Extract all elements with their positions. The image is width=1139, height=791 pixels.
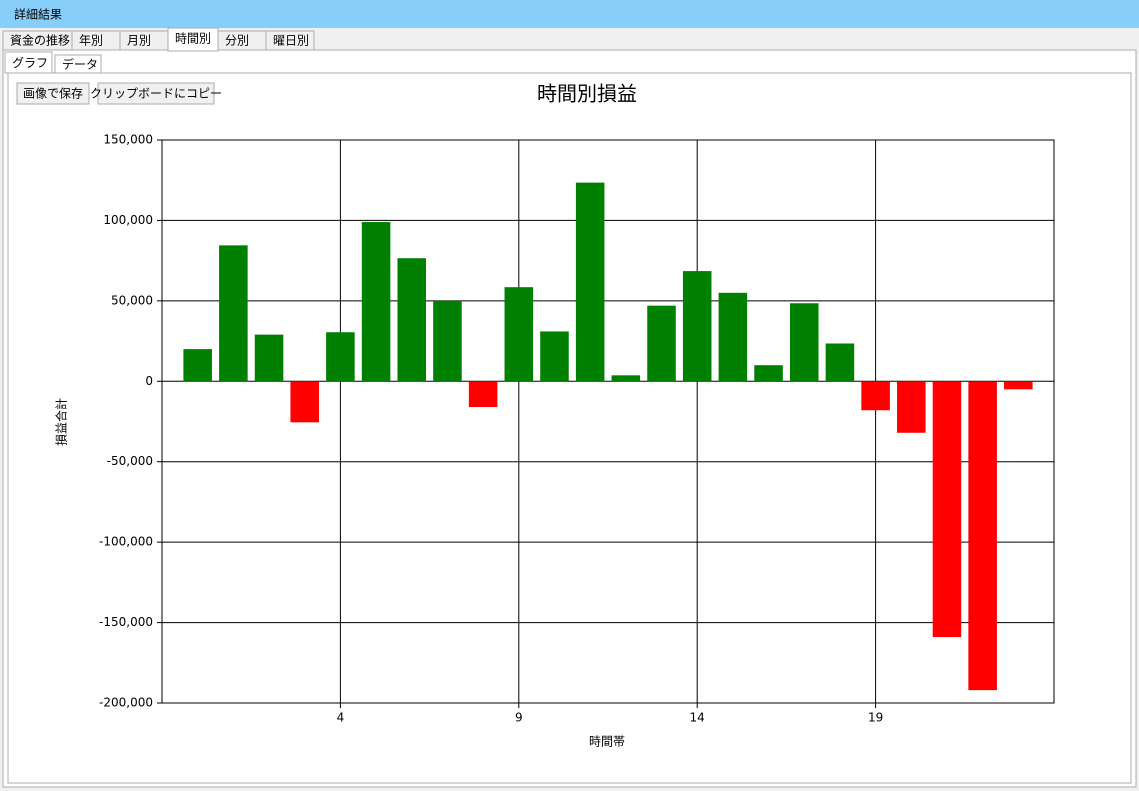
bar (789, 303, 819, 382)
tab-label[interactable]: 資金の推移 (10, 33, 70, 48)
bar (540, 331, 569, 382)
bar (932, 381, 962, 638)
bar (183, 349, 212, 382)
bar (825, 343, 855, 382)
tab-label[interactable]: 分別 (225, 34, 249, 48)
chart-title: 時間別損益 (537, 82, 637, 106)
y-tick-label: 50,000 (111, 293, 153, 307)
bar (397, 258, 427, 382)
bar (897, 381, 926, 433)
x-tick-label: 4 (337, 711, 345, 725)
y-tick-label: 150,000 (103, 133, 153, 147)
tab[interactable] (265, 30, 315, 51)
x-tick-label: 14 (690, 711, 705, 725)
button-label[interactable]: 画像で保存 (23, 87, 83, 101)
tab-label[interactable]: 月別 (127, 34, 151, 48)
y-tick-label: -100,000 (99, 535, 153, 549)
subtab-label[interactable]: データ (62, 57, 98, 72)
tab-label[interactable]: 時間別 (175, 32, 211, 46)
bar (219, 245, 248, 382)
bar (433, 300, 462, 382)
bar (326, 332, 355, 382)
y-tick-label: 0 (145, 374, 153, 388)
bar (968, 381, 997, 691)
title-bar (0, 0, 1139, 28)
subtab[interactable] (4, 51, 53, 74)
button-label[interactable]: クリップボードにコピー (90, 87, 222, 101)
button[interactable] (16, 82, 90, 105)
bar (647, 305, 676, 382)
bar (468, 381, 498, 408)
bar (754, 365, 783, 382)
bar (290, 381, 319, 423)
x-axis-label: 時間帯 (589, 735, 625, 749)
y-tick-label: 100,000 (103, 213, 153, 227)
y-axis-label: 損益合計 (54, 398, 69, 446)
bar (611, 375, 641, 382)
window-title: 詳細結果 (14, 7, 62, 22)
bar (504, 287, 534, 382)
y-tick-label: -50,000 (107, 454, 153, 468)
subtab-label[interactable]: グラフ (12, 56, 48, 70)
x-tick-label: 19 (868, 711, 883, 725)
subtab[interactable] (54, 54, 102, 74)
tab-label[interactable]: 曜日別 (273, 34, 309, 48)
x-tick-label: 9 (515, 711, 523, 725)
bar (254, 334, 284, 382)
tab-label[interactable]: 年別 (79, 34, 103, 48)
button[interactable] (97, 82, 215, 105)
y-tick-label: -150,000 (99, 615, 153, 629)
bar (575, 182, 605, 382)
bar (361, 222, 391, 382)
bar (861, 381, 890, 411)
bar (1004, 381, 1033, 390)
y-tick-label: -200,000 (99, 696, 153, 710)
bar (682, 271, 712, 382)
bar (718, 292, 748, 382)
